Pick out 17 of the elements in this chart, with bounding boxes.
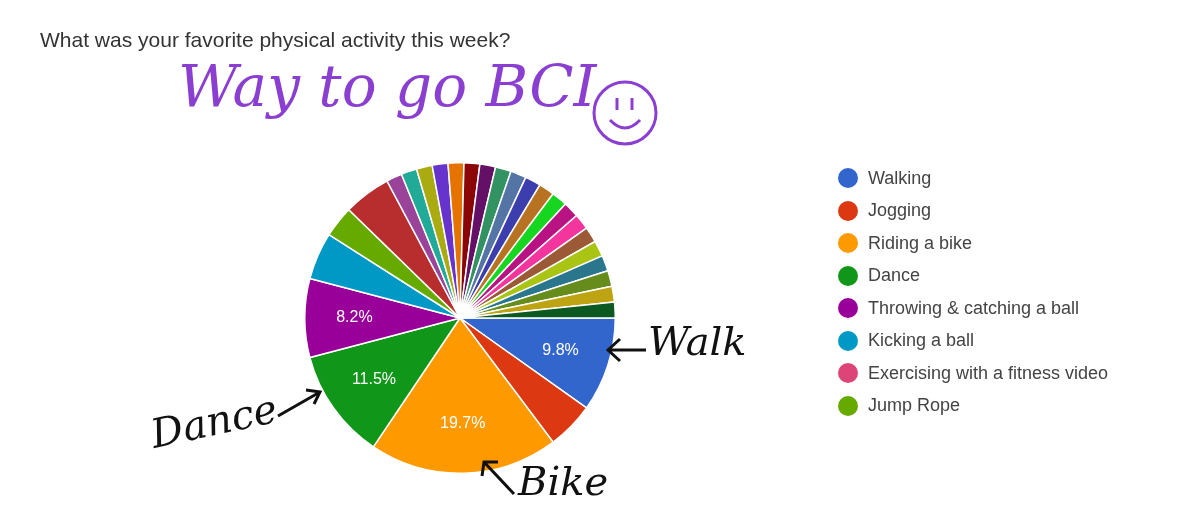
text: Way to go BCI (178, 52, 597, 120)
text: Bike (518, 458, 609, 504)
text: Walk (648, 318, 747, 364)
legend-label: Dance (868, 265, 921, 287)
legend-label: Kicking a ball (868, 330, 975, 352)
data-label: 8.2% (336, 308, 373, 326)
legend-label: Jogging (868, 200, 932, 222)
text: Dance (146, 385, 282, 457)
legend-label: Exercising with a fitness video (868, 362, 1109, 384)
legend-label: Jump Rope (868, 395, 961, 417)
data-label: 11.5% (351, 369, 397, 387)
chart-title: What was your favorite physical activity this week? (40, 28, 511, 52)
data-label: 19.7% (440, 413, 486, 431)
legend-label: Riding a bike (868, 232, 973, 254)
legend-label: Throwing & catching a ball (868, 297, 1080, 319)
legend-label: Walking (868, 167, 932, 189)
data-label: 9.8% (542, 340, 579, 358)
